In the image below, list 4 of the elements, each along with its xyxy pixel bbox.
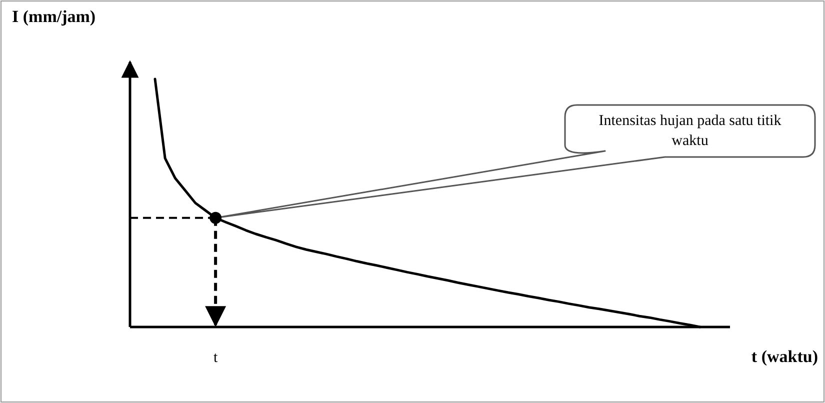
text: t xyxy=(213,350,218,366)
y-axis-title: I (mm/jam) xyxy=(12,7,96,26)
x-axis-title: t (waktu) xyxy=(751,347,818,366)
annotation: Intensitas hujan pada satu titik waktu xyxy=(598,113,782,149)
